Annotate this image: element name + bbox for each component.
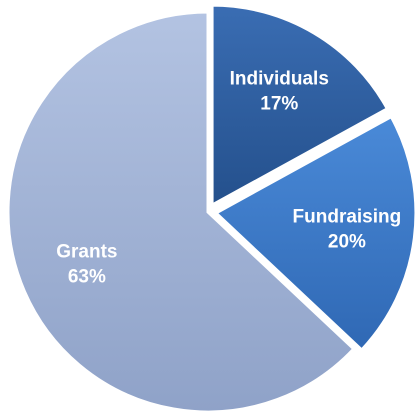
pie-slice	[6, 10, 356, 414]
slice-value-label: 17%	[260, 94, 298, 115]
slice-label: Fundraising	[293, 207, 402, 228]
slice-label: Grants	[56, 241, 117, 262]
slice-value-label: 20%	[328, 232, 366, 253]
pie-slice	[210, 3, 390, 208]
pie-slice	[213, 114, 418, 353]
slice-label: Individuals	[230, 69, 329, 90]
slice-value-label: 63%	[68, 266, 106, 287]
